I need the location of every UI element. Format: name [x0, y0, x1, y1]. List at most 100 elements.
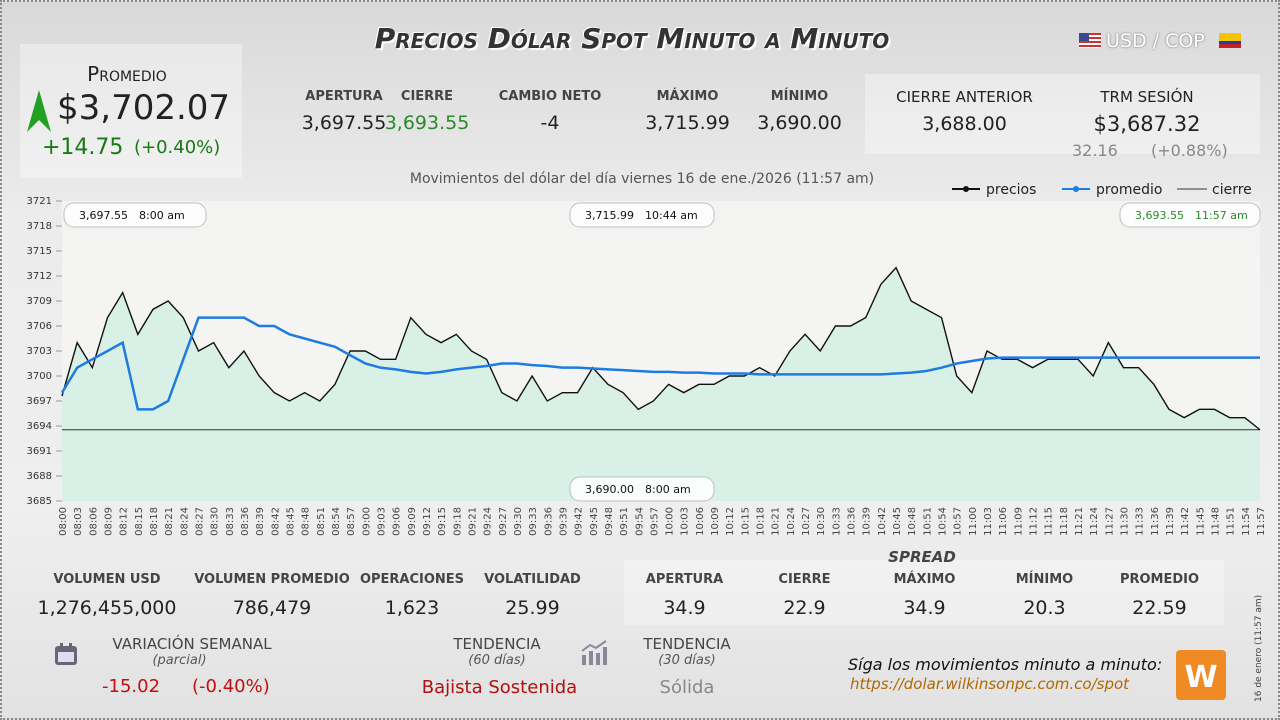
x-tick-label: 08:51 [316, 507, 327, 536]
x-tick-label: 10:06 [695, 507, 706, 536]
cta-url[interactable]: https://dolar.wilkinsonpc.com.co/spot [850, 675, 1130, 693]
x-tick-label: 08:27 [194, 507, 205, 536]
trend60-value: Bajista Sostenida [421, 677, 578, 698]
x-tick-label: 11:12 [1029, 507, 1040, 536]
spread-value: 20.3 [1023, 597, 1066, 619]
x-tick-label: 08:33 [225, 507, 236, 536]
volume-value: 1,623 [384, 597, 440, 619]
volume-label: OPERACIONES [359, 572, 465, 587]
x-tick-label: 09:51 [619, 507, 630, 536]
volume-label: VOLUMEN PROMEDIO [194, 572, 350, 587]
x-tick-label: 11:27 [1104, 507, 1115, 536]
x-tick-label: 09:27 [498, 507, 509, 536]
y-tick-label: 3715 [27, 246, 52, 257]
annotation-price: 3,715.99 [585, 209, 634, 222]
spread-label: MÍNIMO [1015, 572, 1074, 587]
x-tick-label: 11:06 [998, 507, 1009, 536]
promedio-change: +14.75 [42, 135, 124, 160]
y-tick-label: 3697 [27, 396, 52, 407]
x-tick-label: 08:36 [240, 507, 251, 536]
stat-value: 3,693.55 [384, 112, 470, 134]
y-tick-label: 3685 [27, 496, 52, 507]
x-tick-label: 10:15 [740, 507, 751, 536]
annotation-time: 10:44 am [645, 209, 698, 222]
stat-label: CIERRE [400, 89, 454, 104]
x-tick-label: 10:27 [801, 507, 812, 536]
page-title: Precios Dólar Spot Minuto a Minuto [374, 22, 890, 55]
x-tick-label: 10:18 [756, 507, 767, 536]
x-tick-label: 09:00 [361, 507, 372, 536]
trm-label: TRM SESIÓN [1100, 88, 1194, 106]
x-tick-label: 10:36 [847, 507, 858, 536]
promedio-line [60, 316, 1260, 411]
x-tick-label: 10:45 [892, 507, 903, 536]
x-tick-label: 09:42 [574, 507, 585, 536]
cta-text: Síga los movimientos minuto a minuto: [848, 655, 1163, 674]
stat-value: 3,715.99 [645, 112, 730, 134]
trend-icon [581, 640, 607, 665]
x-tick-label: 10:48 [907, 507, 918, 536]
x-tick-label: 08:39 [255, 507, 266, 536]
x-tick-label: 08:57 [346, 507, 357, 536]
x-tick-label: 08:12 [119, 507, 130, 536]
x-tick-label: 10:33 [831, 507, 842, 536]
spread-value: 22.9 [783, 597, 826, 619]
annotation-price: 3,697.55 [79, 209, 128, 222]
stat-label: MÍNIMO [770, 89, 829, 104]
annotation-time: 8:00 am [139, 209, 185, 222]
annotation-box [569, 476, 715, 502]
volume-label: VOLATILIDAD [484, 572, 581, 587]
spread-panel [624, 560, 1224, 625]
x-tick-label: 11:54 [1241, 507, 1252, 536]
x-tick-label: 09:18 [452, 507, 463, 536]
logo[interactable]: W [1176, 650, 1226, 700]
y-tick-label: 3718 [27, 221, 52, 232]
x-tick-label: 09:06 [392, 507, 403, 536]
x-tick-label: 09:54 [634, 507, 645, 536]
x-tick-label: 08:48 [301, 507, 312, 536]
currency-pair: USD / COP [1106, 30, 1205, 52]
annotation-time: 8:00 am [645, 483, 691, 496]
volume-value: 1,276,455,000 [37, 597, 177, 619]
x-tick-label: 09:15 [437, 507, 448, 536]
x-tick-label: 11:30 [1120, 507, 1131, 536]
x-tick-label: 10:21 [771, 507, 782, 536]
x-tick-label: 10:30 [816, 507, 827, 536]
promedio-panel [20, 44, 242, 178]
x-tick-label: 08:42 [270, 507, 281, 536]
trend30-value: Sólida [659, 677, 715, 698]
y-tick-label: 3712 [27, 271, 52, 282]
x-tick-label: 10:00 [665, 507, 676, 536]
trend60-label: TENDENCIA [453, 635, 541, 653]
y-tick-label: 3688 [27, 471, 52, 482]
annotation-box [569, 202, 715, 228]
x-tick-label: 11:33 [1135, 507, 1146, 536]
x-tick-label: 10:57 [953, 507, 964, 536]
x-tick-label: 08:21 [164, 507, 175, 536]
trm-change: 32.16 [1072, 141, 1118, 160]
volume-label: VOLUMEN USD [53, 572, 161, 587]
x-tick-label: 09:03 [376, 507, 387, 536]
annotation-box [63, 202, 207, 228]
x-tick-label: 08:24 [179, 507, 190, 536]
session-panel [865, 74, 1260, 154]
co-flag [1219, 33, 1241, 48]
annotation-box [1119, 202, 1261, 228]
trm-value: $3,687.32 [1093, 112, 1201, 136]
x-tick-label: 11:15 [1044, 507, 1055, 536]
x-tick-label: 11:45 [1195, 507, 1206, 536]
x-tick-label: 08:00 [58, 507, 69, 536]
x-tick-label: 09:09 [407, 507, 418, 536]
legend-dot [963, 186, 969, 192]
precios-line [61, 266, 1261, 431]
annotation-time: 11:57 am [1195, 209, 1248, 222]
x-tick-label: 09:45 [589, 507, 600, 536]
x-tick-label: 10:42 [877, 507, 888, 536]
x-tick-label: 09:39 [558, 507, 569, 536]
x-tick-label: 11:42 [1180, 507, 1191, 536]
x-tick-label: 11:39 [1165, 507, 1176, 536]
x-tick-label: 08:06 [88, 507, 99, 536]
x-tick-label: 11:09 [1013, 507, 1024, 536]
spread-value: 22.59 [1132, 597, 1187, 619]
x-tick-label: 08:18 [149, 507, 160, 536]
